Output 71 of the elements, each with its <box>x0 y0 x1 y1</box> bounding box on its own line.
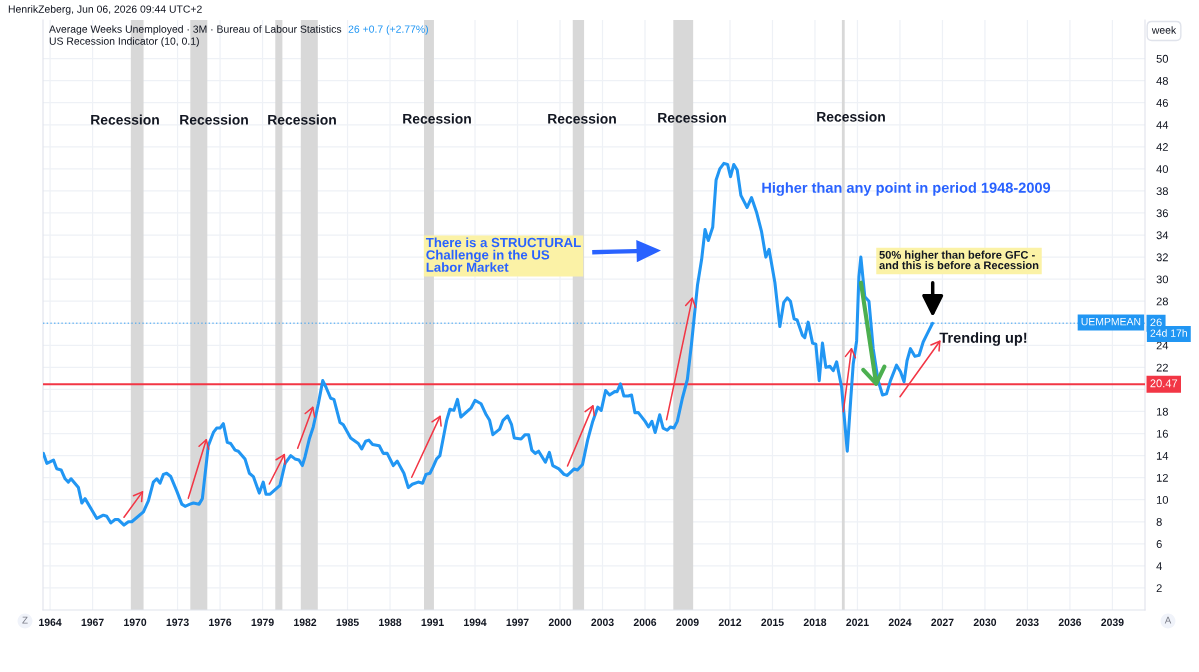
x-tick-label: 1976 <box>209 618 232 626</box>
text: A <box>1164 616 1172 624</box>
annotation: Higher than any point in period 1948-2009 <box>762 182 1051 196</box>
y-tick-label: 22 <box>1156 363 1168 372</box>
annotation: Trending up! <box>939 332 1027 346</box>
ref-line-label: 26 <box>1150 318 1162 327</box>
x-tick-label: 1991 <box>421 618 444 626</box>
y-tick-label: 36 <box>1156 209 1168 218</box>
annotation: Recession <box>817 111 885 122</box>
x-tick-label: 2015 <box>761 618 784 626</box>
y-tick-label: 16 <box>1156 429 1168 438</box>
annotation: 26 +0.7 (+2.77%) <box>348 25 428 35</box>
x-tick-label: 2033 <box>1016 618 1039 626</box>
y-tick-label: 24 <box>1156 341 1169 350</box>
x-tick-label: 1994 <box>464 618 487 626</box>
x-tick-label: 2009 <box>676 618 699 626</box>
x-tick-label: 1988 <box>379 618 402 626</box>
x-tick-label: 1970 <box>124 618 147 626</box>
annotation: Recession <box>268 114 336 125</box>
x-tick-label: 1982 <box>294 618 317 626</box>
y-tick-label: 38 <box>1156 187 1168 196</box>
text: 24d 17h <box>1150 329 1187 337</box>
y-tick-label: 14 <box>1156 451 1169 460</box>
x-tick-label: 2030 <box>973 618 997 626</box>
y-tick-label: 2 <box>1156 584 1162 592</box>
y-tick-label: 12 <box>1156 473 1168 482</box>
text: Z <box>22 616 28 624</box>
x-tick-label: 2027 <box>931 618 954 626</box>
x-tick-label: 1973 <box>166 618 189 626</box>
x-tick-label: 2006 <box>633 618 657 626</box>
x-tick-label: 1979 <box>251 618 274 626</box>
x-tick-label: 2000 <box>548 618 572 626</box>
y-tick-label: 18 <box>1156 407 1168 416</box>
annotation: There is a STRUCTURAL Challenge in the US Labor Market <box>425 237 581 272</box>
ref-line-label: 20.47 <box>1150 379 1178 388</box>
annotation: Recession <box>403 113 471 124</box>
y-tick-label: 10 <box>1156 495 1169 504</box>
annotation: Recession <box>91 114 159 125</box>
y-tick-label: 28 <box>1156 297 1168 306</box>
chart-title: Average Weeks Unemployed · 3M · Bureau of Labour Statistics <box>49 25 342 35</box>
x-tick-label: 1997 <box>506 618 529 626</box>
y-tick-label: 4 <box>1156 562 1162 570</box>
annotation: Recession <box>658 112 726 123</box>
x-tick-label: 1967 <box>81 618 104 626</box>
x-tick-label: 2018 <box>803 618 827 626</box>
x-tick-label: 2024 <box>888 618 912 626</box>
y-tick-label: 40 <box>1156 165 1169 174</box>
y-tick-label: 48 <box>1156 76 1168 85</box>
text: US Recession Indicator (10, 0.1) <box>49 37 199 47</box>
y-tick-label: 34 <box>1156 231 1169 240</box>
y-tick-label: 42 <box>1156 143 1168 151</box>
text: HenrikZeberg, Jun 06, 2026 09:44 UTC+2 <box>8 5 202 15</box>
x-tick-label: 2036 <box>1058 618 1082 626</box>
x-tick-label: 2012 <box>718 618 742 626</box>
y-tick-label: 6 <box>1156 540 1162 548</box>
y-tick-label: 32 <box>1156 253 1168 262</box>
y-tick-label: 44 <box>1156 121 1169 129</box>
x-tick-label: 1964 <box>39 618 62 626</box>
x-tick-label: 2021 <box>846 618 869 626</box>
annotation: Recession <box>180 114 248 125</box>
annotation: UEMPMEAN <box>1081 318 1141 326</box>
x-tick-label: 1985 <box>336 618 359 626</box>
y-tick-label: 46 <box>1156 98 1168 107</box>
y-tick-label: 8 <box>1156 518 1162 526</box>
annotation: 50% higher than before GFC - and this is before a Recession <box>879 250 1039 270</box>
annotation: Recession <box>548 113 616 124</box>
y-tick-label: 50 <box>1156 54 1169 63</box>
y-tick-label: 30 <box>1156 275 1169 284</box>
x-tick-label: 2039 <box>1101 618 1124 626</box>
text: week <box>1151 26 1177 34</box>
x-tick-label: 2003 <box>591 618 614 626</box>
